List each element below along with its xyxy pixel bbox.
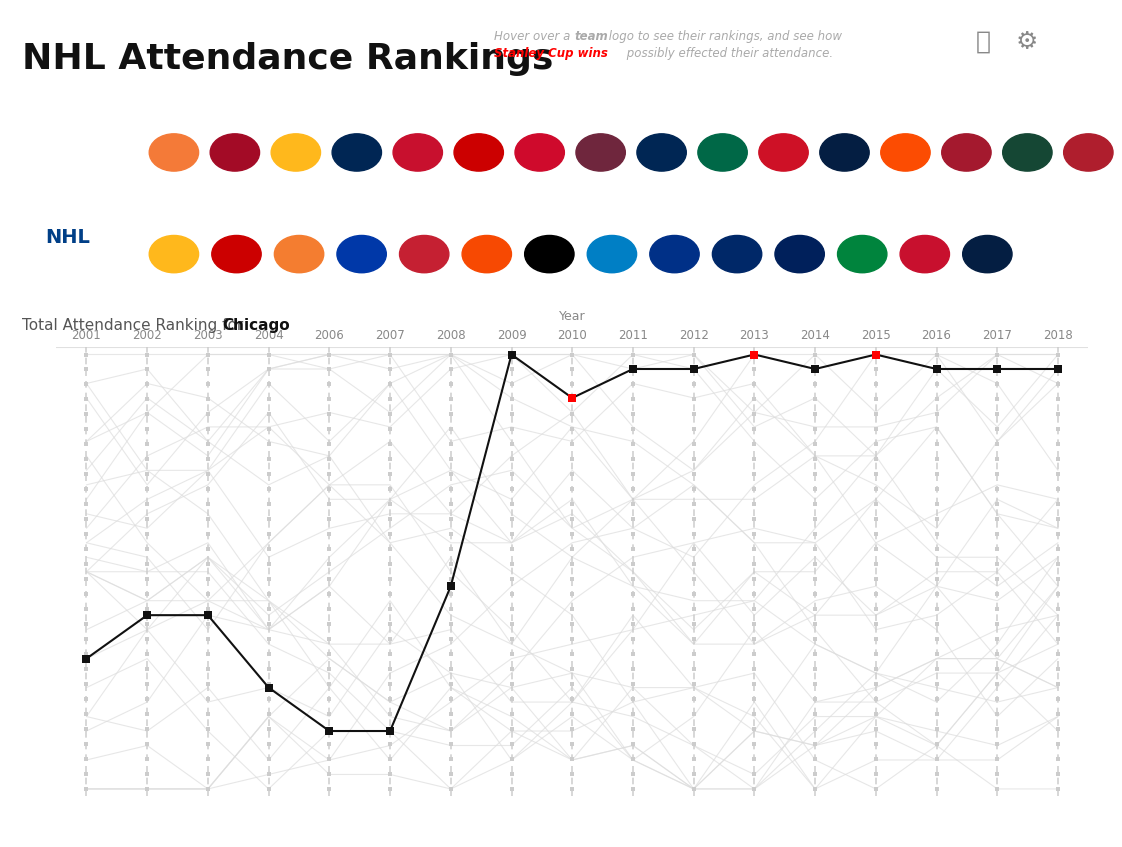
Text: Total Attendance Ranking for: Total Attendance Ranking for: [22, 318, 249, 333]
Text: possibly effected their attendance.: possibly effected their attendance.: [623, 47, 833, 59]
Text: Stanley Cup wins: Stanley Cup wins: [494, 47, 607, 59]
Text: 🗄: 🗄: [976, 30, 991, 53]
Text: team: team: [574, 30, 608, 42]
Text: Chicago: Chicago: [222, 318, 289, 333]
X-axis label: Year: Year: [559, 310, 586, 324]
Text: ⚙: ⚙: [1015, 30, 1038, 53]
Text: logo to see their rankings, and see how: logo to see their rankings, and see how: [605, 30, 842, 42]
Text: NHL: NHL: [45, 228, 90, 246]
Text: NHL Attendance Rankings: NHL Attendance Rankings: [22, 42, 554, 76]
Text: Hover over a: Hover over a: [494, 30, 573, 42]
